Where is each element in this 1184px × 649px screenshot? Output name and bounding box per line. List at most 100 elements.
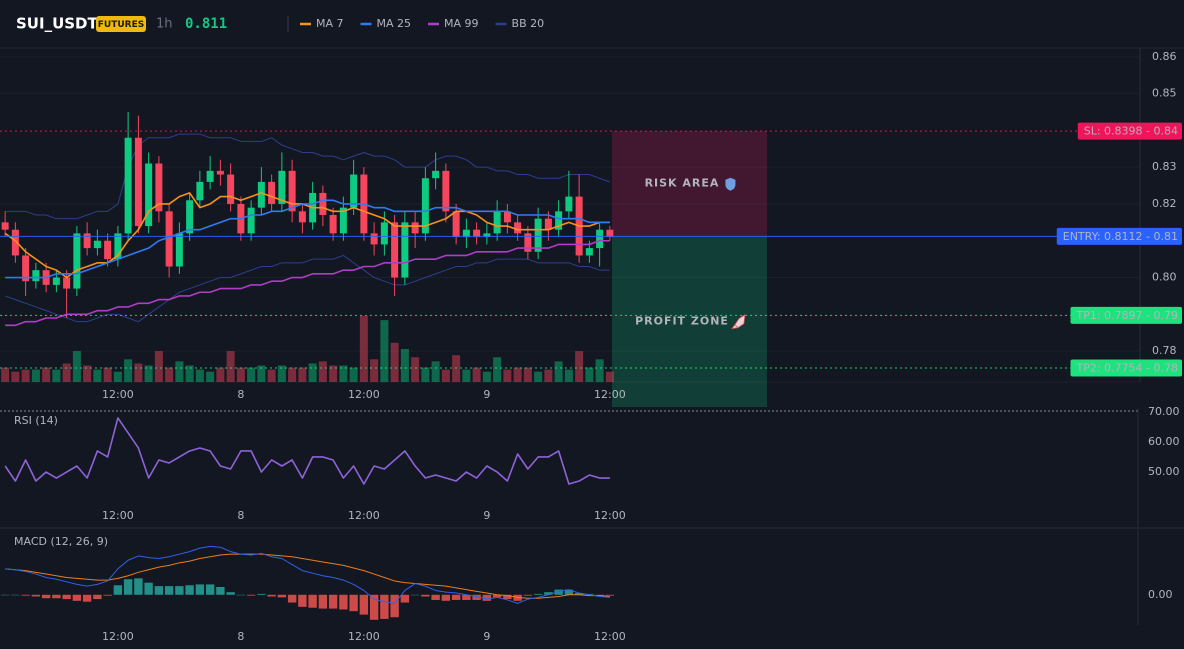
header-bar (0, 0, 1184, 48)
ma-line (5, 199, 610, 279)
candle-body (298, 211, 306, 223)
candle-body (534, 218, 542, 252)
symbol: SUI_USDT (16, 15, 98, 33)
volume-bar (72, 351, 81, 382)
zone (612, 131, 767, 237)
candle-body (175, 233, 183, 267)
candle-body (134, 137, 142, 227)
volume-bar (298, 367, 307, 382)
volume-bar (452, 355, 461, 382)
histogram-bar (431, 594, 440, 600)
level-tag: TP1: 0.7897 - 0.79 (1076, 309, 1179, 322)
histogram-bar (482, 594, 492, 601)
candle-body (155, 163, 163, 212)
y-tick-label: 0.78 (1152, 344, 1177, 357)
histogram-bar (216, 587, 225, 595)
candle-body (606, 229, 614, 238)
candle-body (114, 233, 122, 260)
candle-body (145, 163, 153, 227)
volume-bar (175, 361, 184, 382)
band-upper (5, 133, 611, 220)
candle-body (52, 277, 60, 285)
candle-body (555, 211, 563, 230)
volume-bar (349, 367, 358, 382)
level-tag-bg (1070, 306, 1182, 324)
x-tick-label: 9 (483, 388, 490, 401)
ma-line (5, 239, 610, 327)
x-tick-label: 12:00 (594, 630, 626, 643)
histogram-bar (462, 594, 471, 600)
candle-body (104, 240, 112, 260)
volume-bar (431, 361, 440, 382)
volume-bar (564, 369, 573, 382)
volume-bar (329, 365, 338, 382)
y-tick-label: 60.00 (1148, 435, 1180, 448)
histogram-bar (113, 585, 123, 595)
volume-bar (93, 369, 102, 382)
histogram-bar (0, 594, 10, 596)
volume-bar (595, 359, 604, 382)
volume-bar (493, 357, 502, 382)
volume-bar (421, 367, 430, 382)
histogram-bar (236, 594, 246, 596)
panel-label: MACD (12, 26, 9) (14, 535, 108, 548)
x-tick-label: 9 (483, 630, 490, 643)
volume-bar (370, 359, 379, 382)
panel-label: RSI (14) (14, 414, 58, 427)
level-tag: SL: 0.8398 - 0.84 (1084, 125, 1178, 138)
y-tick-label: 0.82 (1152, 197, 1177, 210)
badge: FUTURES (98, 20, 144, 30)
histogram-bar (154, 586, 164, 595)
candle-body (165, 211, 173, 267)
signal-line (5, 553, 610, 599)
volume-bar (83, 365, 92, 382)
volume-bar (339, 365, 348, 382)
legend-label: MA 99 (444, 17, 479, 30)
volume-bar (462, 369, 471, 382)
volume-bar (503, 369, 512, 382)
histogram-bar (205, 584, 215, 595)
candle-body (227, 174, 235, 204)
volume-bar (390, 342, 399, 382)
last-price: 0.811 (185, 16, 227, 32)
histogram-bar (93, 594, 102, 600)
candle-body (565, 196, 573, 212)
volume-bar (11, 371, 20, 382)
volume-bar (154, 351, 163, 382)
volume-bar (134, 363, 143, 382)
rocket-icon (731, 313, 746, 330)
candle-body (339, 207, 347, 234)
volume-bar (206, 371, 215, 382)
candle-body (329, 215, 337, 234)
volume-bar (21, 369, 30, 382)
histogram-bar (123, 579, 133, 595)
volume-bar (144, 365, 153, 382)
volume-bar (554, 361, 563, 382)
volume-bar (318, 361, 327, 382)
histogram-bar (554, 589, 563, 595)
histogram-bar (605, 594, 615, 596)
histogram-bar (564, 589, 574, 595)
x-tick-label: 9 (483, 509, 490, 522)
candle-body (73, 233, 81, 289)
histogram-bar (226, 592, 235, 595)
y-tick-label: 0.85 (1152, 87, 1177, 100)
candle-body (411, 222, 419, 234)
candle-body (206, 170, 214, 182)
y-tick-label: 0.86 (1152, 50, 1177, 63)
x-tick-label: 12:00 (102, 509, 134, 522)
volume-bar (216, 367, 225, 382)
level-tag-bg (1070, 359, 1182, 377)
legend-label: MA 25 (377, 17, 412, 30)
volume-bar (288, 367, 297, 382)
histogram-bar (103, 594, 112, 596)
volume-bar (103, 367, 112, 382)
histogram-bar (246, 594, 256, 596)
volume-bar (165, 367, 174, 382)
histogram-bar (164, 586, 174, 595)
candle-body (83, 233, 91, 249)
candle-body (462, 229, 470, 238)
volume-bar (605, 371, 614, 382)
candle-body (278, 170, 286, 204)
